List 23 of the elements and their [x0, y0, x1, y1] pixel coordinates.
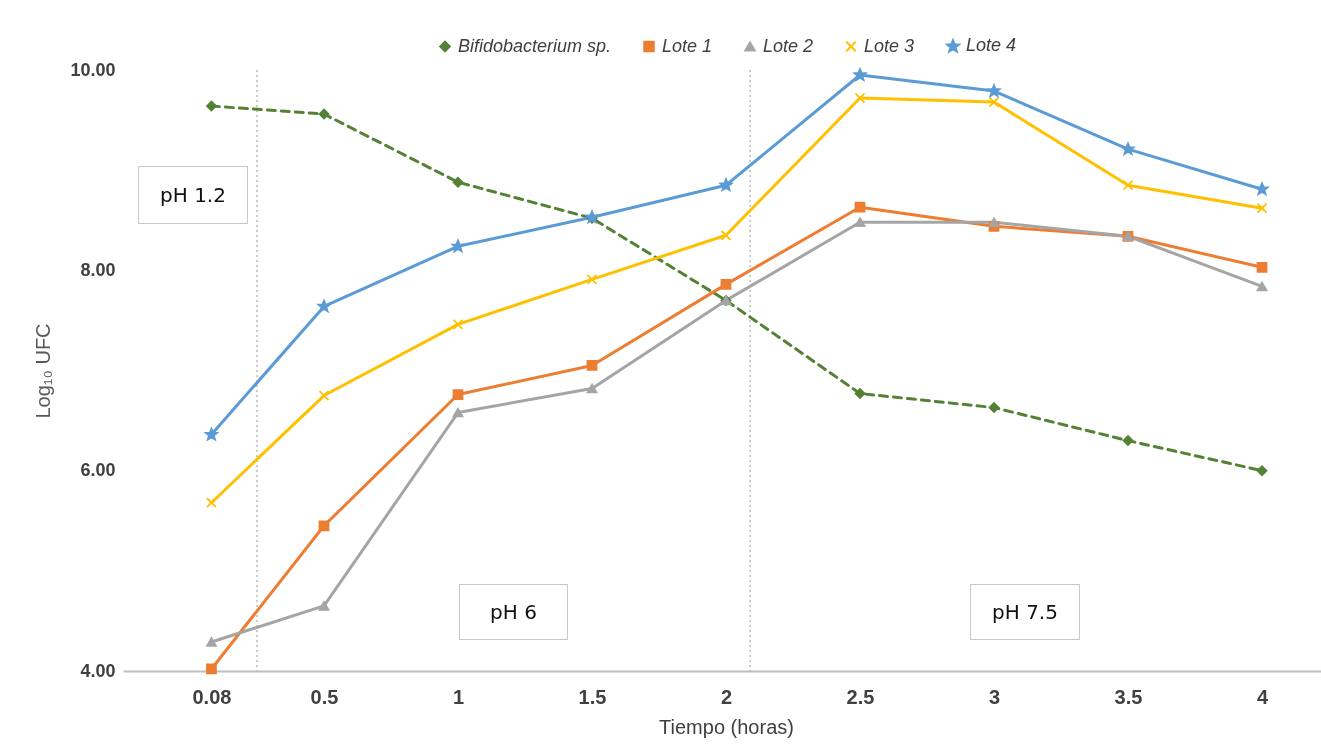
x-tick-label: 1.5 — [578, 685, 607, 708]
x-tick-label: 0.08 — [192, 685, 232, 708]
y-tick-label: 4.00 — [80, 660, 116, 681]
x-tick-label: 1 — [452, 685, 465, 708]
legend-label: Lote 2 — [763, 35, 814, 56]
y-tick-label: 6.00 — [80, 460, 116, 481]
x-tick-label: 2 — [720, 685, 733, 708]
legend-label: Bifidobacterium sp. — [458, 35, 612, 56]
annotation: pH 7.5 — [970, 584, 1080, 640]
legend-label: Lote 4 — [966, 35, 1017, 56]
y-tick-label: 8.00 — [80, 259, 116, 280]
x-tick-label: 3 — [988, 685, 1001, 708]
x-tick-label: 2.5 — [846, 685, 875, 708]
legend-label: Lote 1 — [662, 35, 713, 56]
x-tick-label: 0.5 — [310, 685, 339, 708]
x-tick-label: 4 — [1256, 685, 1269, 708]
legend-label: Lote 3 — [864, 35, 915, 56]
annotation: pH 1.2 — [138, 166, 248, 224]
x-axis-title: Tiempo (horas) — [659, 715, 794, 738]
annotation: pH 6 — [459, 584, 568, 640]
y-tick-label: 10.00 — [70, 59, 116, 80]
y-axis-title: Log₁₀ UFC — [32, 323, 55, 419]
x-tick-label: 3.5 — [1114, 685, 1143, 708]
